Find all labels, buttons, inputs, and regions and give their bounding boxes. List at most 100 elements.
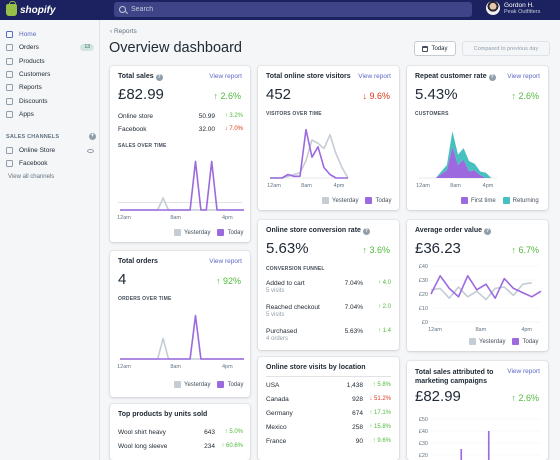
sidebar-item-orders[interactable]: Orders 13 — [0, 41, 100, 54]
today-button[interactable]: Today — [414, 41, 456, 56]
x-tick-label: 8am — [450, 183, 461, 189]
shopping-bag-icon — [6, 1, 17, 16]
bar-chart-icon — [6, 84, 13, 92]
conversion-value: 5.63% — [266, 240, 309, 257]
add-channel-icon[interactable]: + — [89, 133, 96, 140]
chart-subtitle: SALES OVER TIME — [118, 143, 167, 149]
x-tick-label: 8am — [301, 183, 312, 189]
divider — [266, 376, 391, 377]
series-line-yesterday — [430, 282, 532, 301]
total-sales-value: £82.99 — [118, 86, 164, 103]
visitors-delta: ↓ 9.6% — [362, 91, 390, 101]
store-name: Peak Outfitters — [504, 8, 541, 15]
product-row: Wool long sleeve 234 ↑ 60.6% — [118, 443, 243, 450]
x-tick-label: 4pm — [521, 327, 532, 333]
series-area-first-time — [419, 146, 497, 178]
funnel-subtitle: CONVERSION FUNNEL — [266, 266, 325, 272]
avatar — [486, 1, 500, 15]
app-name: shopify — [20, 4, 56, 16]
eye-icon[interactable] — [87, 148, 94, 153]
location-row: France 90 ↑ 9.6% — [266, 438, 391, 445]
repeat-customer-card: Repeat customer rate? View report 5.43% … — [407, 66, 548, 210]
legend-swatch-today — [512, 338, 520, 345]
location-row: USA 1,438 ↑ 5.8% — [266, 382, 391, 389]
help-icon[interactable]: ? — [362, 228, 370, 235]
help-icon[interactable]: ? — [488, 74, 496, 81]
visitors-card: Total online store visitors View report … — [258, 66, 399, 210]
user-menu[interactable]: Gordon H. Peak Outfitters — [486, 1, 540, 15]
x-tick-label: 8am — [475, 327, 486, 333]
series-line-today — [120, 160, 244, 211]
card-title: Top products by units sold — [118, 411, 208, 418]
sidebar-item-products[interactable]: Products — [0, 55, 100, 68]
repeat-rate-delta: ↑ 2.6% — [511, 91, 539, 101]
visitors-value: 452 — [266, 86, 292, 103]
channel-online-store[interactable]: Online Store — [0, 144, 100, 157]
breadcrumb-reports[interactable]: Reports — [113, 28, 137, 35]
repeat-rate-value: 5.43% — [415, 86, 458, 103]
calendar-icon — [422, 45, 429, 52]
home-icon — [6, 31, 13, 39]
legend-swatch-yesterday — [322, 197, 329, 204]
chart-legend: Yesterday Today — [174, 381, 243, 388]
view-report-link[interactable]: View report — [358, 73, 391, 80]
location-row: Canada 928 ↓ 51.2% — [266, 396, 391, 403]
average-order-value-card: Average order value? £36.23 ↑ 6.7% £40 £3… — [407, 220, 548, 351]
view-report-link[interactable]: View report — [209, 73, 242, 80]
series-line-today — [430, 275, 542, 300]
compare-button[interactable]: Compared to previous day — [462, 41, 550, 56]
location-row: Germany 674 ↑ 17.1% — [266, 410, 391, 417]
legend-swatch-returning — [502, 197, 510, 204]
y-tick-label: £40 — [419, 264, 428, 270]
channel-label: Online Store — [19, 147, 56, 155]
orders-icon — [6, 44, 13, 52]
sales-channel-row: Facebook 32.00 ↓ 7.0% — [118, 126, 243, 133]
help-icon[interactable]: ? — [484, 228, 492, 235]
shopify-logo[interactable]: shopify — [6, 1, 56, 17]
x-tick-label: 12am — [416, 183, 430, 189]
legend-swatch-yesterday — [174, 229, 181, 236]
search-bar[interactable] — [114, 2, 472, 17]
y-tick-label: £40 — [419, 429, 428, 435]
sidebar-item-reports[interactable]: Reports — [0, 81, 100, 94]
person-icon — [6, 71, 13, 79]
series-line-yesterday — [120, 337, 244, 360]
sales-channels-section: SALES CHANNELS + — [6, 133, 96, 140]
view-report-link[interactable]: View report — [507, 368, 540, 375]
x-tick-label: 4pm — [222, 215, 233, 221]
user-name: Gordon H. — [504, 1, 534, 9]
x-tick-label: 12am — [117, 364, 131, 370]
search-icon — [119, 6, 126, 13]
discount-icon — [6, 97, 13, 105]
channel-label: Facebook — [19, 160, 48, 168]
x-tick-label: 8am — [170, 364, 181, 370]
sidebar-item-apps[interactable]: Apps — [0, 108, 100, 121]
y-tick-label: £30 — [419, 278, 428, 284]
help-icon[interactable]: ? — [155, 74, 163, 81]
sidebar-item-home[interactable]: Home — [0, 28, 100, 41]
page-title: Overview dashboard — [109, 40, 242, 56]
conversion-delta: ↑ 3.6% — [362, 245, 390, 255]
store-icon — [6, 147, 13, 155]
product-row: Wool shirt heavy 643 ↑ 5.0% — [118, 429, 243, 436]
sales-over-time-chart: 12am 8am 4pm — [117, 156, 244, 221]
card-title: Online store visits by location — [266, 364, 366, 371]
view-all-channels-link[interactable]: View all channels — [8, 173, 55, 180]
orders-value: 4 — [118, 271, 127, 288]
sidebar-item-label: Reports — [19, 84, 42, 92]
sidebar-item-customers[interactable]: Customers — [0, 68, 100, 81]
search-input[interactable] — [131, 6, 431, 13]
view-report-link[interactable]: View report — [507, 73, 540, 80]
chart-subtitle: CUSTOMERS — [415, 111, 449, 117]
tag-icon — [6, 57, 13, 65]
breadcrumb[interactable]: ‹ Reports — [110, 28, 137, 35]
chart-legend: First time Returning — [461, 197, 539, 204]
sidebar-item-discounts[interactable]: Discounts — [0, 94, 100, 107]
sidebar: Home Orders 13 Products Customers Reports Disc… — [0, 20, 100, 460]
view-report-link[interactable]: View report — [209, 258, 242, 265]
channel-facebook[interactable]: Facebook — [0, 157, 100, 170]
bar — [460, 449, 463, 460]
x-tick-label: 4pm — [222, 364, 233, 370]
series-line-today — [120, 314, 244, 360]
x-tick-label: 12am — [428, 327, 442, 333]
